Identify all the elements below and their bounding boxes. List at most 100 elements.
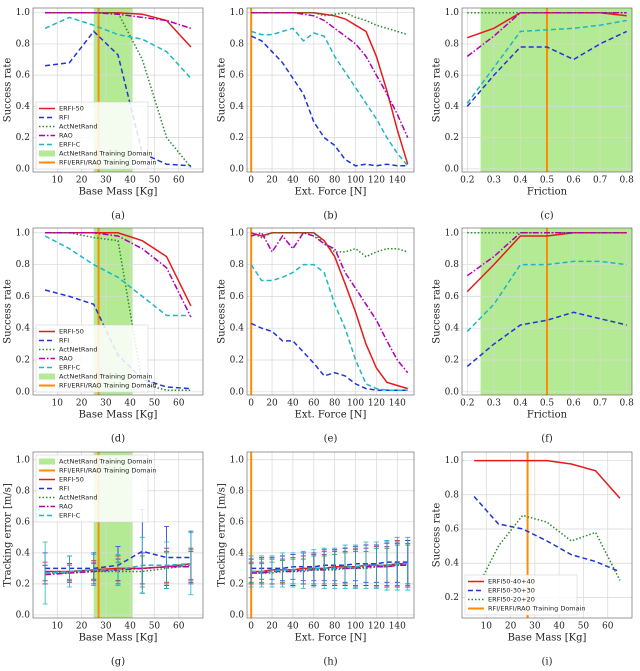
series-line (45, 232, 192, 318)
x-tick-label: 0.6 (566, 176, 581, 186)
series-line (473, 514, 621, 595)
y-axis-label: Success rate (432, 503, 443, 568)
plot-area (247, 228, 414, 395)
x-tick-label: 0.8 (620, 176, 635, 186)
y-tick-label: 0.4 (230, 102, 245, 112)
y-tick-label: 1.0 (16, 228, 31, 238)
y-axis-label: Success rate (217, 58, 228, 123)
y-tick-label: 0.4 (445, 324, 460, 334)
legend-label: RFI (59, 485, 69, 493)
x-tick-label: 0 (248, 399, 254, 409)
y-tick-label: 0.2 (445, 133, 459, 143)
subplot: 0.0 0.2 0.4 0.6 0.8 1.0 10 20 30 40 50 60 Base Mass … (3, 227, 204, 445)
series-line (251, 11, 408, 36)
series-line (466, 19, 627, 104)
y-axis-label: Success rate (432, 58, 443, 123)
subplot: 0.00.20.40.60.81.00.2 0.3 0.4 0.5 0.6 0.7 0.8F… (432, 7, 635, 222)
x-tick-label: 80 (329, 176, 341, 186)
x-tick-label: 20 (76, 176, 88, 186)
series-line (466, 232, 627, 277)
legend-label: ERFI-C (59, 364, 81, 372)
y-axis-label: Tracking error [m/s] (217, 483, 228, 587)
y-tick-label: 0.6 (230, 517, 245, 527)
caption: (f) (541, 434, 553, 445)
x-axis-label: Base Mass [Kg] (508, 633, 587, 644)
x-tick-label: 40 (287, 622, 299, 632)
legend-label: ERFI50-30+30 (488, 587, 535, 595)
x-tick-label: 0.2 (460, 399, 474, 409)
y-axis-label: Success rate (432, 279, 443, 344)
legend-label: RFI/ERFI/RAO Training Domain (488, 605, 586, 613)
y-tick-label: 0.0 (16, 387, 31, 397)
error-bar (311, 549, 317, 588)
legend-label: ActNetRand (59, 494, 97, 502)
legend-label: ERFI-50 (59, 105, 84, 113)
legend-label: RAO (59, 355, 73, 363)
series-line (250, 322, 408, 391)
axes-frame (461, 227, 633, 396)
y-tick-label: 0.8 (230, 39, 245, 49)
caption: (h) (323, 657, 337, 668)
y-tick-label: 1.0 (16, 8, 31, 18)
x-tick-label: 30 (100, 176, 112, 186)
y-tick-label: 1.0 (16, 455, 31, 465)
x-tick-label: 60 (173, 399, 185, 409)
y-tick-label: 0.0 (230, 164, 245, 174)
x-tick-label: 0.6 (566, 399, 581, 409)
x-tick-label: 0.5 (540, 399, 555, 409)
series-line (250, 35, 408, 167)
y-tick-label: 0.6 (16, 517, 31, 527)
legend-swatch (39, 150, 55, 157)
x-tick-label: 100 (347, 622, 364, 632)
y-tick-label: 0.4 (445, 559, 460, 569)
x-tick-label: 30 (529, 622, 541, 632)
legend-label: RAO (59, 503, 73, 511)
y-tick-label: 0.8 (445, 260, 460, 270)
x-tick-label: 10 (481, 622, 493, 632)
series-line (45, 562, 191, 574)
series-line (466, 311, 627, 367)
legend-label: ERFI-50 (59, 328, 84, 336)
subplot: 0.0 0.2 0.4 0.6 0.8 1.0 10 20 30 40 50 60 Base Mass … (3, 451, 204, 668)
legend-label: RFI/ERFI/RAO Training Domain (59, 467, 157, 475)
y-tick-label: 0.2 (16, 579, 30, 589)
legend-label: ERFI-50 (59, 476, 84, 484)
legend-label: ActNetRand Training Domain (59, 150, 152, 158)
x-tick-label: 0 (248, 176, 254, 186)
x-tick-label: 20 (266, 176, 278, 186)
error-bar (342, 544, 348, 589)
y-tick-label: 0.6 (16, 71, 31, 81)
y-tick-label: 0.4 (16, 324, 31, 334)
y-tick-label: 0.2 (16, 133, 30, 143)
x-tick-label: 0.8 (620, 399, 635, 409)
series-line (251, 564, 408, 574)
series-line (251, 562, 408, 573)
y-tick-label: 1.0 (445, 456, 460, 466)
x-tick-label: 20 (76, 622, 88, 632)
legend-label: ERFI50-20+20 (488, 596, 535, 604)
legend-label: ActNetRand (59, 123, 97, 131)
subplot: 0.2 0.4 0.6 0.8 1.0 10 20 30 40 50 60 Base Mass [Kg… (432, 451, 633, 668)
y-tick-label: 1.0 (445, 8, 460, 18)
series-line (466, 260, 627, 332)
y-tick-label: 0.0 (445, 387, 460, 397)
series-line (250, 27, 409, 167)
axes-frame (246, 451, 415, 619)
x-axis-label: Base Mass [Kg] (79, 410, 158, 421)
x-tick-label: 20 (505, 622, 517, 632)
series-line (474, 459, 621, 499)
subplot: 0.00.20.40.60.81.00.2 0.3 0.4 0.5 0.6 0.7 0.8F… (432, 227, 635, 445)
y-tick-label: 1.0 (445, 228, 460, 238)
legend-swatch (39, 458, 55, 465)
series-line (250, 232, 408, 258)
caption: (i) (541, 657, 552, 668)
subplot: 0.0 0.2 0.4 0.6 0.8 1.0 0 20 40 60 80 100 120 140 Ext.… (217, 7, 415, 222)
x-tick-label: 40 (553, 622, 565, 632)
axes-frame (246, 7, 415, 173)
legend-label: RAO (59, 132, 73, 140)
y-tick-label: 0.0 (16, 610, 31, 620)
legend: ERFI50-40+40ERFI50-30+30ERFI50-20+20RFI/… (464, 574, 586, 616)
x-tick-label: 0.5 (540, 176, 555, 186)
y-axis-label: Success rate (217, 279, 228, 344)
